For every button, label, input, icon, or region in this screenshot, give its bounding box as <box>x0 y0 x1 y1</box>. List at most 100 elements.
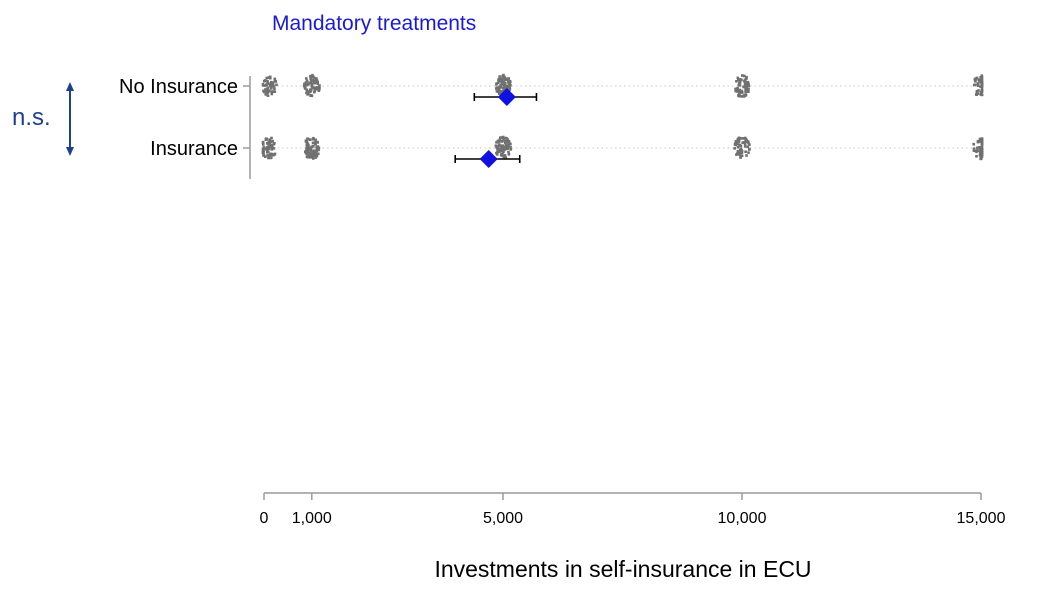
x-tick-label: 5,000 <box>483 510 523 527</box>
x-tick-label: 0 <box>260 510 269 527</box>
data-point <box>269 140 273 143</box>
data-point <box>505 137 508 140</box>
data-point <box>310 145 313 149</box>
data-point <box>745 77 748 80</box>
data-point <box>507 153 511 156</box>
data-point <box>316 82 320 86</box>
data-point <box>266 146 269 150</box>
data-point <box>265 76 268 80</box>
data-point <box>503 88 506 91</box>
data-point <box>495 90 499 93</box>
data-point <box>312 149 316 152</box>
data-point <box>508 82 512 85</box>
data-point <box>306 137 310 140</box>
data-point <box>738 91 741 95</box>
data-point <box>310 88 313 91</box>
data-point <box>496 139 500 143</box>
data-point <box>500 86 503 89</box>
data-point <box>736 142 739 146</box>
data-point <box>268 75 272 79</box>
data-point <box>304 150 307 153</box>
data-point <box>499 136 502 139</box>
data-point <box>747 84 751 88</box>
data-point <box>266 82 270 85</box>
data-point <box>265 93 269 96</box>
data-point <box>502 155 505 158</box>
data-point <box>972 149 976 152</box>
data-point <box>314 138 317 142</box>
data-point <box>509 145 512 149</box>
data-point <box>748 143 751 146</box>
point-cluster <box>972 74 984 97</box>
data-point <box>267 144 270 147</box>
data-point <box>501 144 505 147</box>
data-point <box>305 147 308 150</box>
data-point <box>736 145 740 149</box>
data-point <box>745 89 748 92</box>
data-point <box>304 139 308 142</box>
data-point <box>306 154 310 158</box>
data-point <box>976 82 980 85</box>
data-point <box>738 137 741 140</box>
data-point <box>980 146 984 150</box>
data-point <box>273 142 276 145</box>
data-point <box>267 140 270 143</box>
data-point <box>972 147 976 150</box>
data-point <box>495 82 498 85</box>
data-point <box>314 139 318 143</box>
data-point <box>509 148 513 151</box>
data-point <box>313 76 316 80</box>
data-point <box>977 140 980 144</box>
data-point <box>975 93 978 96</box>
data-point <box>736 137 740 141</box>
data-point <box>505 85 508 89</box>
x-tick-label: 15,000 <box>957 510 1006 527</box>
data-point <box>979 147 982 151</box>
y-tick-label: Insurance <box>150 138 238 160</box>
data-point <box>980 153 984 157</box>
data-point <box>264 137 268 140</box>
data-point <box>311 73 314 77</box>
data-point <box>307 146 311 149</box>
data-point <box>316 145 320 149</box>
data-point <box>270 136 273 140</box>
data-points <box>261 73 984 161</box>
point-cluster <box>261 75 278 97</box>
data-point <box>308 138 312 141</box>
data-point <box>737 151 741 155</box>
data-point <box>308 151 312 155</box>
data-point <box>499 144 502 147</box>
data-point <box>315 86 318 89</box>
point-cluster <box>972 137 984 161</box>
data-point <box>266 76 270 79</box>
data-point <box>317 88 321 91</box>
data-point <box>498 75 501 78</box>
data-point <box>740 154 744 158</box>
chart-title: Mandatory treatments <box>272 12 476 35</box>
data-point <box>497 141 501 144</box>
data-point <box>975 76 979 80</box>
point-cluster <box>261 136 277 160</box>
data-point <box>741 141 744 145</box>
data-point <box>501 74 504 78</box>
data-point <box>740 151 744 155</box>
data-point <box>979 90 983 94</box>
data-point <box>313 142 317 145</box>
data-point <box>266 80 269 83</box>
data-point <box>308 155 311 159</box>
data-point <box>737 139 741 143</box>
data-point <box>264 88 267 91</box>
data-point <box>977 89 980 92</box>
data-point <box>269 83 272 87</box>
data-point <box>262 143 265 146</box>
data-point <box>308 89 312 93</box>
data-point <box>736 76 740 80</box>
data-point <box>311 141 315 145</box>
data-point <box>504 147 508 150</box>
data-point <box>747 151 750 154</box>
data-point <box>747 88 750 91</box>
data-point <box>312 157 315 160</box>
data-point <box>310 83 313 86</box>
data-point <box>503 76 507 80</box>
data-point <box>313 81 316 84</box>
